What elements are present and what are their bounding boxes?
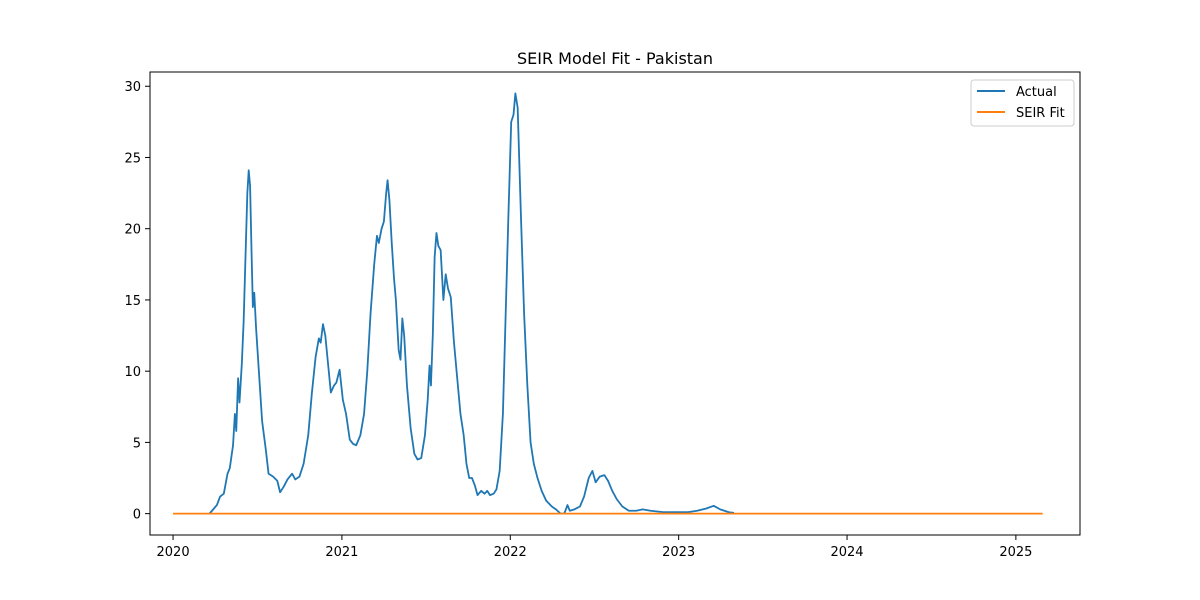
series-line-actual: [208, 92, 735, 515]
y-tick-label: 10: [124, 365, 141, 380]
y-tick-label: 30: [124, 80, 141, 95]
chart-title: SEIR Model Fit - Pakistan: [517, 49, 713, 68]
x-tick-label: 2025: [999, 545, 1032, 560]
legend-label-seir-fit: SEIR Fit: [1016, 106, 1065, 121]
y-tick-label: 25: [124, 151, 141, 166]
x-tick-label: 2023: [662, 545, 695, 560]
series-layer: [173, 92, 1043, 515]
y-axis: 0 5 10 15 20 25 30: [124, 80, 150, 523]
plot-area: [149, 71, 1081, 536]
legend-label-actual: Actual: [1016, 85, 1057, 100]
y-tick-label: 5: [133, 436, 141, 451]
x-tick-label: 2024: [830, 545, 863, 560]
y-tick-label: 15: [124, 294, 141, 309]
y-tick-label: 0: [133, 508, 141, 523]
legend: Actual SEIR Fit: [970, 79, 1075, 127]
x-tick-label: 2022: [494, 545, 527, 560]
y-tick-label: 20: [124, 223, 141, 238]
x-tick-label: 2021: [325, 545, 358, 560]
x-tick-label: 2020: [157, 545, 190, 560]
x-axis: 2020 2021 2022 2023 2024 2025: [157, 535, 1032, 560]
